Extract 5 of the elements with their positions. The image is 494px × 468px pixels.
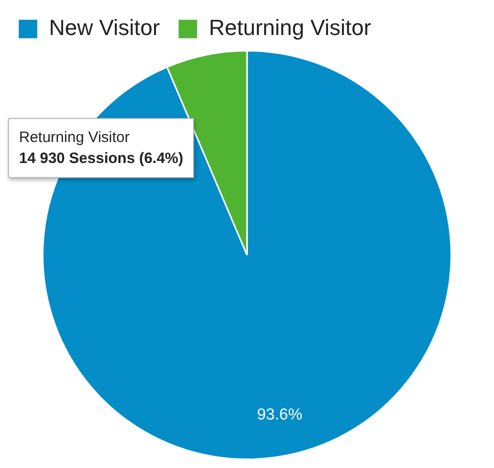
legend-label: Returning Visitor: [208, 15, 372, 40]
legend-label: New Visitor: [49, 15, 160, 40]
data-label: 93.6%: [256, 406, 302, 424]
text: Returning Visitor: [19, 128, 131, 148]
text: 14 930 Sessions (6.4%): [19, 149, 184, 169]
